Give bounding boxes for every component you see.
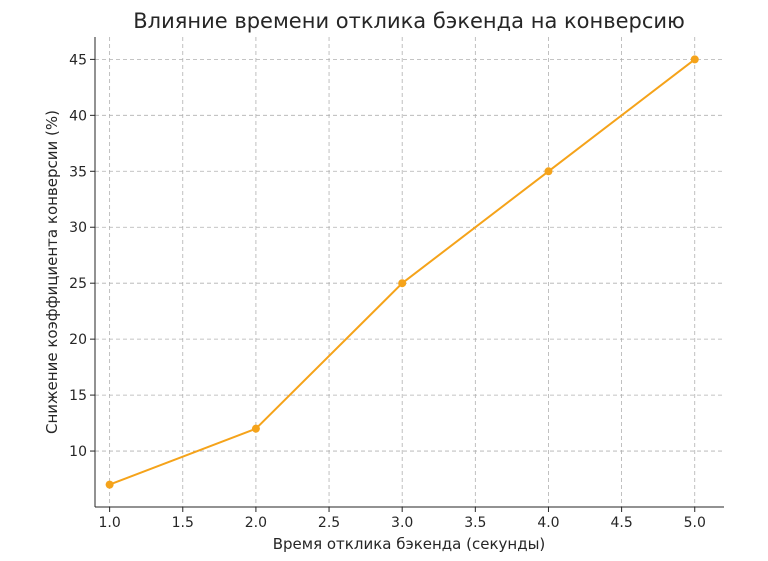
- x-tick-label: 4.5: [610, 515, 632, 531]
- x-tick-label: 2.5: [318, 515, 340, 531]
- data-point: [251, 424, 260, 433]
- chart-title: Влияние времени отклика бэкенда на конве…: [133, 9, 685, 33]
- data-point: [105, 480, 114, 489]
- x-tick-label: 1.0: [98, 515, 120, 531]
- x-tick-label: 4.0: [537, 515, 559, 531]
- x-axis-ticks: 1.0 1.5 2.0 2.5 3.0 3.5 4.0 4.5 5.0: [98, 507, 706, 531]
- data-point: [544, 167, 553, 176]
- y-tick-label: 45: [69, 52, 87, 68]
- y-tick-label: 25: [69, 276, 87, 292]
- y-axis-ticks: 10 15 20 25 30 35 40 45: [69, 52, 95, 460]
- x-axis-label: Время отклика бэкенда (секунды): [273, 535, 546, 553]
- y-tick-label: 10: [69, 444, 87, 460]
- y-tick-label: 40: [69, 108, 87, 124]
- y-tick-label: 35: [69, 164, 87, 180]
- y-tick-label: 15: [69, 388, 87, 404]
- x-tick-label: 1.5: [172, 515, 194, 531]
- y-tick-label: 20: [69, 332, 87, 348]
- data-point: [690, 55, 699, 64]
- gridlines: [95, 37, 724, 507]
- y-tick-label: 30: [69, 220, 87, 236]
- x-tick-label: 2.0: [245, 515, 267, 531]
- plot-area: [105, 55, 699, 489]
- y-axis-label: Снижение коэффициента конверсии (%): [43, 110, 61, 434]
- x-tick-label: 3.0: [391, 515, 413, 531]
- x-tick-label: 5.0: [684, 515, 706, 531]
- x-tick-label: 3.5: [464, 515, 486, 531]
- data-point: [398, 279, 407, 288]
